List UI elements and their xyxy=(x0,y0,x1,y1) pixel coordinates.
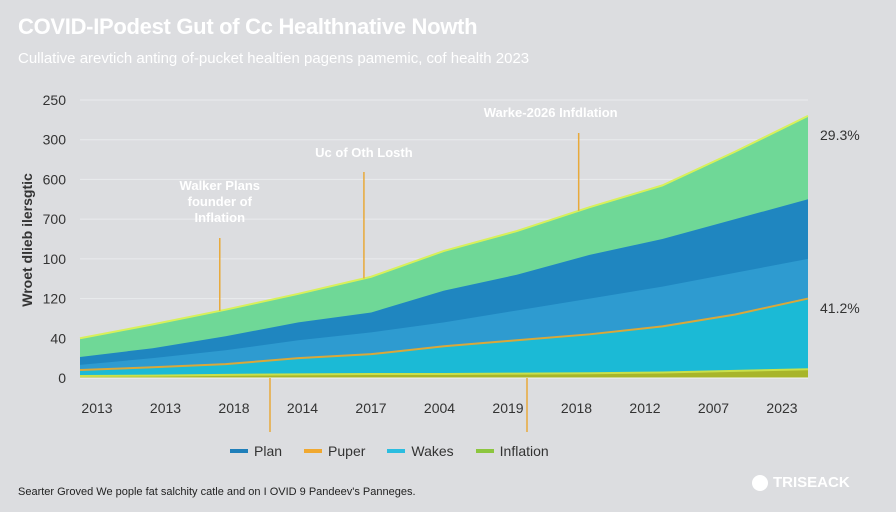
y-axis-label: Wroet dlieb ilersgtic xyxy=(19,173,35,307)
x-tick-label: 2012 xyxy=(629,400,660,416)
legend-label: Inflation xyxy=(499,443,549,459)
annotation-label: founder of xyxy=(188,194,253,209)
area-wakes xyxy=(80,298,808,378)
y-tick-label: 40 xyxy=(50,330,66,346)
legend-item-wakes[interactable]: Wakes xyxy=(387,443,454,459)
x-tick-label: 2018 xyxy=(561,400,592,416)
chart-title: COVID-IPodest Gut of Cc Healthnative Now… xyxy=(18,14,478,39)
puper-line xyxy=(79,297,809,372)
legend-swatch xyxy=(387,449,406,453)
y-tick-label: 600 xyxy=(43,171,67,187)
x-tick-label: 2007 xyxy=(698,400,729,416)
legend-item-plan[interactable]: Plan xyxy=(230,443,282,459)
y-tick-label: 120 xyxy=(43,291,67,307)
annotation-label: Uc of Oth Losth xyxy=(315,145,413,160)
brand-icon xyxy=(752,474,768,491)
x-tick-label: 2018 xyxy=(218,400,249,416)
total-line xyxy=(79,114,809,340)
brand-name: TRISEACK xyxy=(773,474,850,491)
legend-item-inflation[interactable]: Inflation xyxy=(475,443,549,459)
legend-label: Wakes xyxy=(411,443,454,459)
legend-swatch xyxy=(230,449,248,453)
legend-item-puper[interactable]: Puper xyxy=(304,443,365,459)
chart-subtitle: Cullative arevtich anting of-pucket heal… xyxy=(18,50,530,67)
legend-label: Plan xyxy=(254,443,283,459)
y-tick-label: 100 xyxy=(43,251,67,267)
right-value-label: 41.2% xyxy=(820,300,860,316)
legend-label: Puper xyxy=(328,443,366,459)
x-tick-label: 2004 xyxy=(424,400,455,416)
x-tick-label: 2019 xyxy=(492,400,523,416)
y-tick-label: 700 xyxy=(43,211,67,227)
source-note: Searter Groved We pople fat salchity cat… xyxy=(18,486,416,498)
area-inflation xyxy=(80,369,808,378)
brand-logo: TRISEACK xyxy=(752,474,850,491)
x-tick-label: 2014 xyxy=(287,400,318,416)
x-tick-label: 2013 xyxy=(81,400,112,416)
inflation-line xyxy=(79,368,809,378)
annotation-label: Walker Plans xyxy=(180,178,260,193)
annotation-label: Warke-2026 Infdlation xyxy=(484,105,618,120)
right-value-label: 29.3% xyxy=(820,127,860,143)
x-tick-label: 2017 xyxy=(355,400,386,416)
x-tick-label: 2023 xyxy=(766,400,797,416)
legend: Plan Puper Wakes Inflation xyxy=(230,443,549,459)
legend-swatch xyxy=(475,449,494,453)
legend-swatch xyxy=(304,449,323,453)
y-tick-label: 300 xyxy=(43,132,67,148)
y-tick-label: 0 xyxy=(58,370,66,386)
y-tick-label: 250 xyxy=(43,92,67,108)
annotation-label: Inflation xyxy=(195,210,246,225)
x-tick-label: 2013 xyxy=(150,400,181,416)
